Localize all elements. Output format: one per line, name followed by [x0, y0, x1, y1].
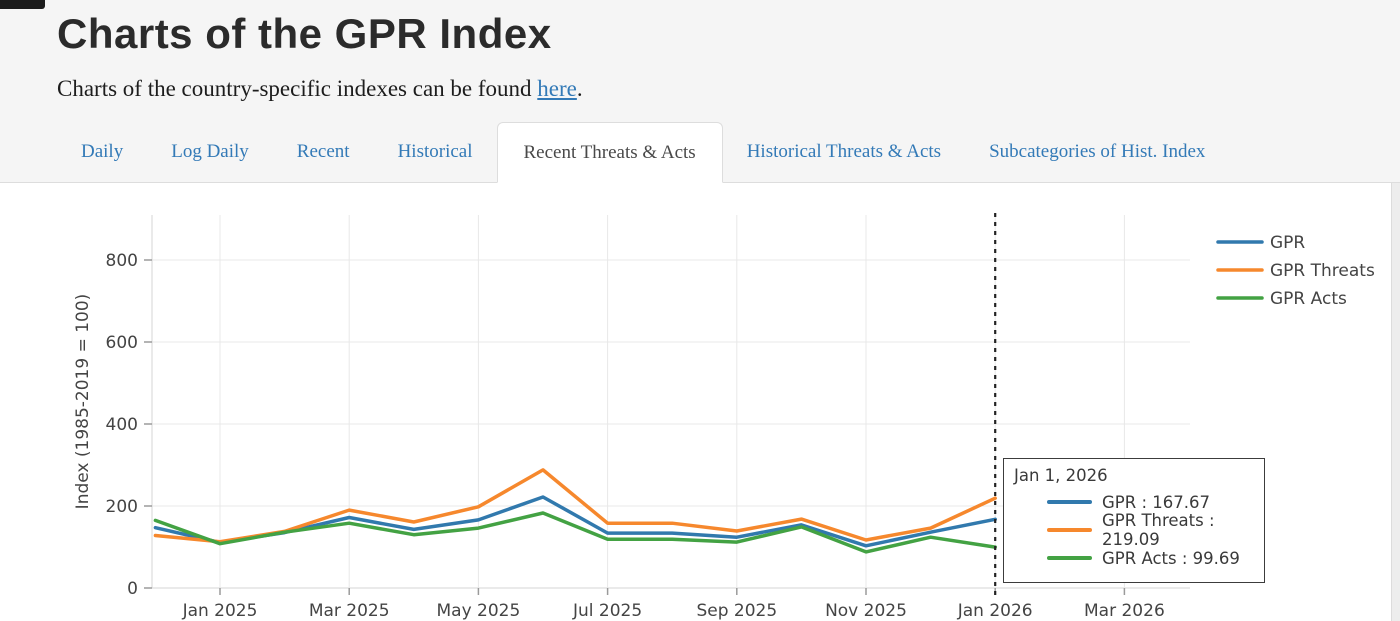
scrollbar-track[interactable]: [1391, 183, 1400, 621]
y-tick-label: 400: [106, 415, 138, 435]
tooltip-value: GPR Threats : 219.09: [1102, 511, 1215, 549]
tooltip-value: GPR : 167.67: [1102, 492, 1210, 512]
here-link[interactable]: here: [537, 76, 577, 101]
tab-log-daily[interactable]: Log Daily: [171, 141, 249, 162]
subtitle: Charts of the country-specific indexes c…: [57, 76, 583, 102]
tab-historical[interactable]: Historical: [397, 141, 473, 162]
x-tick-label: Mar 2026: [1084, 601, 1165, 621]
y-tick-label: 800: [106, 251, 138, 271]
window-edge-artifact: [0, 0, 45, 9]
tab-recent-threats-acts[interactable]: Recent Threats & Acts: [496, 122, 723, 183]
tooltip-rows: GPR : 167.67 GPR Threats : 219.09 GPR Acts…: [1014, 488, 1254, 572]
tooltip-row-gpr-acts: GPR Acts : 99.69: [1014, 544, 1254, 572]
tooltip-row-gpr-threats: GPR Threats : 219.09: [1014, 511, 1254, 549]
tooltip-date: Jan 1, 2026: [1014, 466, 1108, 485]
x-tick-label: Jan 2025: [182, 601, 258, 621]
chart-panel: 0 200 400 600 800 Jan 2025 Mar 2025 May 2025 Jul…: [0, 183, 1391, 621]
tooltip-swatch: [1047, 528, 1092, 532]
tooltip-row-gpr: GPR : 167.67: [1014, 488, 1254, 516]
y-axis-title: Index (1985-2019 = 100): [73, 294, 93, 510]
page-title: Charts of the GPR Index: [57, 10, 552, 57]
legend-label: GPR Acts: [1270, 289, 1347, 309]
subtitle-period: .: [576, 76, 583, 101]
legend-item-gpr-threats[interactable]: GPR Threats: [1216, 261, 1375, 281]
y-tick-label: 200: [106, 497, 138, 517]
x-tick-label: Mar 2025: [309, 601, 390, 621]
series-line-gpr-threats[interactable]: [153, 468, 997, 544]
x-tick-label: Jul 2025: [572, 601, 642, 621]
series-line-gpr-acts[interactable]: [153, 511, 997, 554]
subtitle-text: Charts of the country-specific indexes c…: [57, 76, 538, 101]
x-tick-label: May 2025: [436, 601, 520, 621]
x-tick-label: Jan 2026: [957, 601, 1033, 621]
tooltip-value: GPR Acts : 99.69: [1102, 548, 1240, 568]
gpr-line-chart[interactable]: 0 200 400 600 800 Jan 2025 Mar 2025 May 2025 Jul…: [0, 183, 1400, 621]
y-tick-label: 0: [127, 579, 138, 599]
y-tick-label: 600: [106, 333, 138, 353]
tooltip-swatch: [1047, 556, 1092, 560]
x-tick-label: Sep 2025: [696, 601, 777, 621]
tab-recent[interactable]: Recent: [296, 141, 350, 162]
hover-tooltip: Jan 1, 2026 GPR : 167.67 GPR Threats : 21…: [1003, 458, 1265, 583]
legend-item-gpr-acts[interactable]: GPR Acts: [1216, 289, 1347, 309]
tab-bar: Daily Log Daily Recent Historical Recent Thr…: [0, 122, 1400, 183]
tab-historical-threats-acts[interactable]: Historical Threats & Acts: [746, 141, 942, 162]
legend-label: GPR Threats: [1270, 261, 1375, 281]
tab-daily[interactable]: Daily: [81, 141, 124, 162]
tab-subcategories-of-hist-index[interactable]: Subcategories of Hist. Index: [989, 141, 1206, 162]
tooltip-swatch: [1047, 500, 1092, 504]
legend-item-gpr[interactable]: GPR: [1216, 233, 1305, 253]
x-tick-label: Nov 2025: [825, 601, 907, 621]
legend-label: GPR: [1270, 233, 1305, 253]
